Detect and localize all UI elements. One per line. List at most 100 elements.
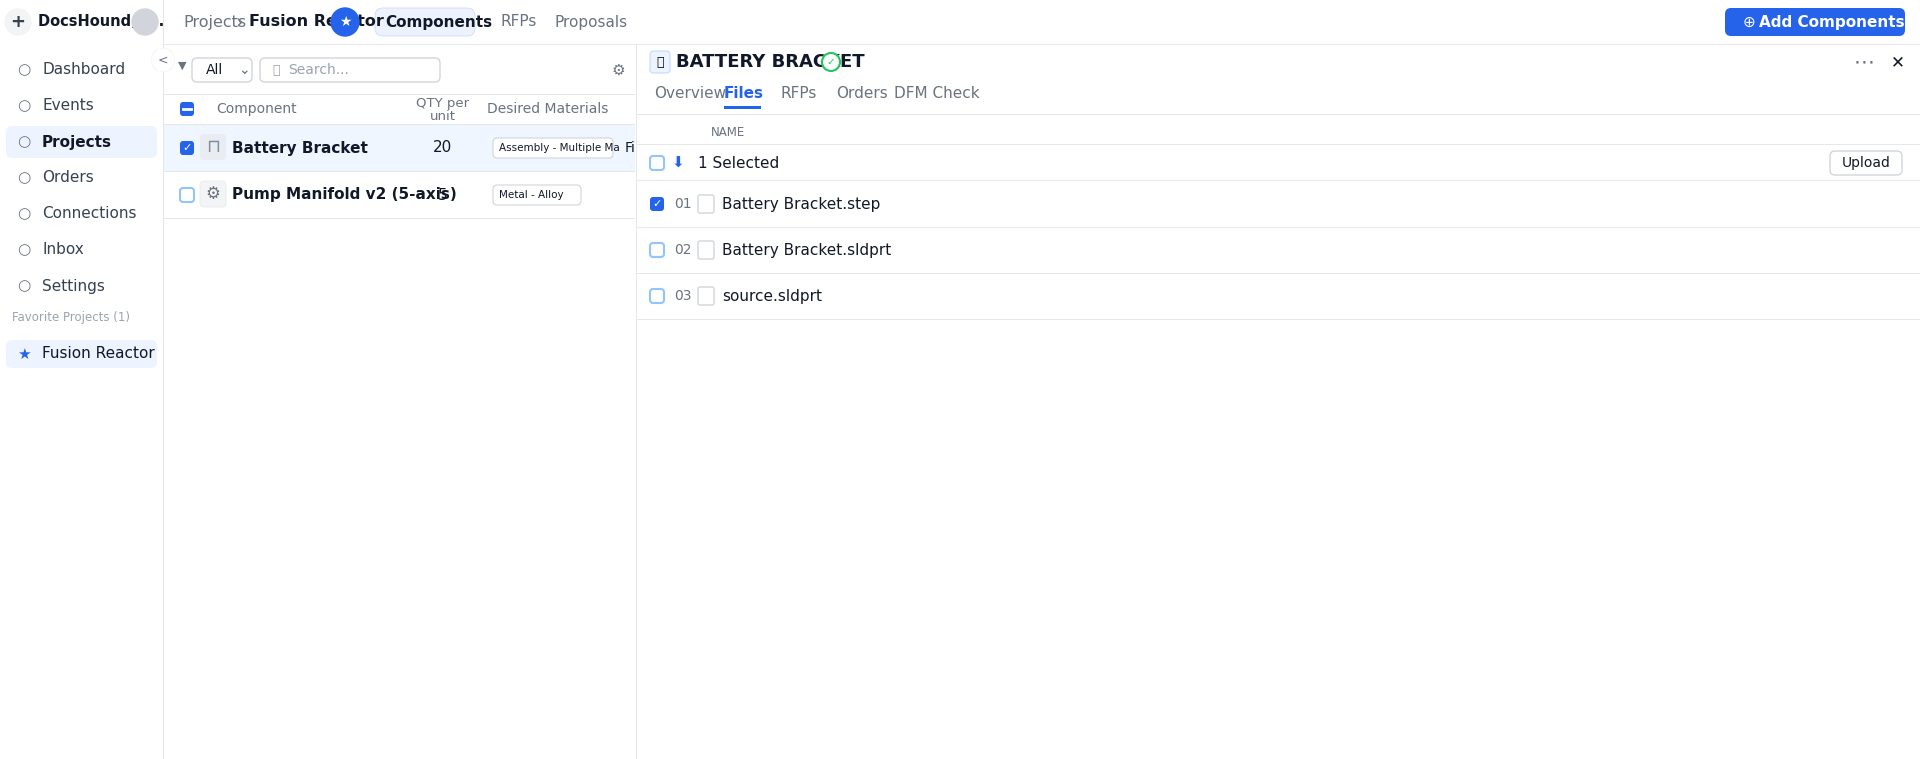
Text: ○: ○ [17,99,31,114]
Text: Desired Materials: Desired Materials [488,102,609,116]
Circle shape [822,53,841,71]
Text: ★: ★ [17,347,31,361]
FancyBboxPatch shape [6,340,157,368]
Text: Favorite Projects (1): Favorite Projects (1) [12,311,131,325]
FancyBboxPatch shape [651,289,664,303]
Circle shape [822,53,841,71]
Text: ⚙: ⚙ [612,62,626,77]
FancyBboxPatch shape [651,51,670,73]
Text: 20: 20 [434,140,453,156]
Text: unit: unit [430,109,457,122]
Circle shape [6,9,31,35]
Text: BATTERY BRACKET: BATTERY BRACKET [676,53,864,71]
Text: Fusion Reactor: Fusion Reactor [42,347,156,361]
Text: 5: 5 [438,187,447,203]
Bar [163,171,636,172]
Text: NAME: NAME [710,125,745,138]
Text: ✓: ✓ [182,143,192,153]
Bar [724,106,760,109]
FancyBboxPatch shape [651,243,664,257]
FancyBboxPatch shape [1724,8,1905,36]
Text: ○: ○ [17,279,31,294]
Text: RFPs: RFPs [499,14,536,30]
Text: DocsHound, I...: DocsHound, I... [38,14,165,30]
Text: Search...: Search... [288,63,349,77]
Text: 🔍: 🔍 [273,64,280,77]
Circle shape [330,8,359,36]
Text: ⊕: ⊕ [1743,14,1755,30]
Text: Orders: Orders [835,87,887,102]
Circle shape [132,9,157,35]
Text: QTY per: QTY per [417,97,470,111]
Circle shape [152,49,175,71]
Bar [163,44,1920,45]
Text: Pump Manifold v2 (5-axis): Pump Manifold v2 (5-axis) [232,187,457,203]
Text: Orders: Orders [42,171,94,185]
Text: ⚙: ⚙ [205,185,221,203]
Text: Fusion Reactor: Fusion Reactor [250,14,384,30]
FancyBboxPatch shape [180,188,194,202]
Bar [637,227,1920,228]
Text: Components: Components [386,14,492,30]
Text: Overview: Overview [655,87,726,102]
Text: ✓: ✓ [828,57,835,67]
Bar [637,227,1920,273]
FancyBboxPatch shape [699,287,714,305]
Text: Metal - Alloy: Metal - Alloy [499,190,564,200]
Text: ○: ○ [17,206,31,222]
Bar [637,273,1920,274]
Text: Connections: Connections [42,206,136,222]
Text: ★: ★ [338,15,351,29]
Text: ⬇: ⬇ [672,156,684,171]
Text: Dashboard: Dashboard [42,62,125,77]
Bar [163,125,636,171]
Text: Battery Bracket: Battery Bracket [232,140,369,156]
Bar [637,45,1920,759]
Text: 01: 01 [674,197,691,211]
FancyBboxPatch shape [651,197,664,211]
Text: ⌄: ⌄ [238,63,250,77]
Text: Component: Component [215,102,296,116]
Bar [637,180,1920,181]
Text: ○: ○ [17,242,31,257]
FancyBboxPatch shape [699,195,714,213]
Text: Projects: Projects [42,134,111,150]
Text: Projects: Projects [182,14,246,30]
Text: 02: 02 [674,243,691,257]
Text: Events: Events [42,99,94,114]
Bar [163,94,636,95]
Text: ○: ○ [17,62,31,77]
Bar [637,273,1920,319]
Text: RFPs: RFPs [781,87,818,102]
Text: Upload: Upload [1841,156,1891,170]
FancyBboxPatch shape [180,102,194,116]
Text: 🛡: 🛡 [657,55,664,68]
Text: Battery Bracket.sldprt: Battery Bracket.sldprt [722,242,891,257]
FancyBboxPatch shape [374,8,474,36]
FancyBboxPatch shape [259,58,440,82]
Text: source.sldprt: source.sldprt [722,288,822,304]
Text: Add Components: Add Components [1759,14,1905,30]
FancyBboxPatch shape [699,241,714,259]
Bar [163,172,636,218]
Text: DFM Check: DFM Check [895,87,979,102]
Text: Proposals: Proposals [555,14,628,30]
Bar [163,0,1920,44]
FancyBboxPatch shape [200,134,227,160]
Bar [163,218,636,219]
FancyBboxPatch shape [192,58,252,82]
Text: ›: › [234,12,242,32]
Text: ▼: ▼ [179,61,186,71]
FancyBboxPatch shape [6,126,157,158]
Bar [637,181,1920,227]
Text: All: All [205,63,223,77]
Text: +: + [10,13,25,31]
Bar [637,319,1920,320]
Text: <: < [157,53,169,67]
Text: 1 Selected: 1 Selected [699,156,780,171]
Text: ○: ○ [17,171,31,185]
Bar [0,0,163,759]
Text: ✓: ✓ [653,199,662,209]
Text: ⋯: ⋯ [1853,52,1874,72]
Bar [163,124,636,125]
